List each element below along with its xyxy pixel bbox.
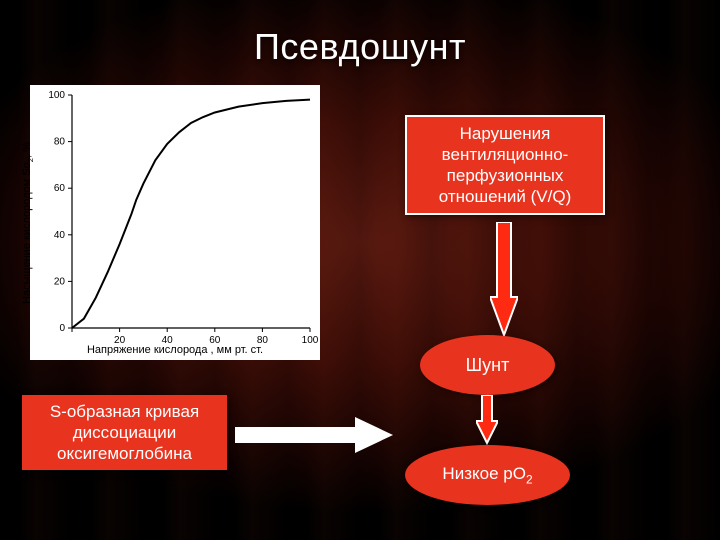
svg-text:40: 40 [54,230,66,241]
slide-root: Псевдошунт 20406080100020406080100 Насыщ… [0,0,720,540]
svg-text:100: 100 [48,90,65,101]
shunt-ellipse: Шунт [420,335,555,395]
svg-text:80: 80 [54,137,66,148]
svg-text:20: 20 [54,276,66,287]
arrow-down-small-icon [476,395,498,445]
chart-ylabel: Насыщение кислородом So2, % [21,142,35,304]
dissociation-chart: 20406080100020406080100 Насыщение кислор… [30,85,320,360]
chart-xlabel: Напряжение кислорода , мм рт. ст. [30,344,320,356]
slide-title: Псевдошунт [0,26,720,68]
low-po2-ellipse: Низкое рО2 [405,445,570,505]
arrow-right-white-icon [235,415,395,455]
arrow-down-red-icon [490,222,518,337]
chart-svg: 20406080100020406080100 [30,85,320,360]
vq-box: Нарушения вентиляционно-перфузионных отн… [405,115,605,215]
svg-text:60: 60 [54,183,66,194]
s-curve-box: S-образная кривая диссоциации оксигемогл… [22,395,227,470]
svg-text:0: 0 [59,323,65,334]
